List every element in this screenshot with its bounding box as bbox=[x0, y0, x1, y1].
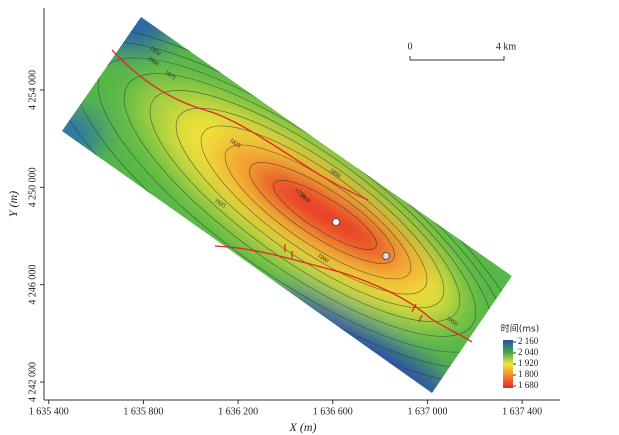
contour-label: 1750 bbox=[293, 188, 306, 200]
scale-end: 4 km bbox=[496, 41, 517, 52]
colorbar-tick-label: 1 920 bbox=[518, 358, 539, 368]
colorbar-title: 时间(ms) bbox=[501, 323, 539, 335]
x-tick-label: 1 635 400 bbox=[29, 406, 69, 417]
x-tick-label: 1 635 800 bbox=[123, 406, 163, 417]
x-tick-label: 1 636 200 bbox=[218, 406, 258, 417]
y-tick-label: 4 254 000 bbox=[27, 70, 38, 110]
time-surface bbox=[62, 17, 512, 393]
x-tick-label: 1 636 600 bbox=[313, 406, 353, 417]
contour-label: 1950 bbox=[148, 46, 161, 58]
colorbar-tick-label: 1 800 bbox=[518, 369, 539, 379]
contour-label: 1925 bbox=[213, 198, 226, 210]
axes bbox=[43, 8, 560, 401]
contour-label: 1875 bbox=[163, 70, 176, 82]
contour-label: 1800 bbox=[298, 193, 311, 205]
scale-start: 0 bbox=[408, 41, 413, 52]
scale-bar: 0 4 km bbox=[408, 41, 517, 61]
x-tick-label: 1 637 400 bbox=[502, 406, 542, 417]
contour-label: 1825 bbox=[228, 138, 241, 150]
faults bbox=[111, 49, 473, 343]
y-tick-label: 4 250 000 bbox=[27, 167, 38, 207]
contour-label: 1850 bbox=[328, 168, 341, 180]
colorbar-tick-label: 2 160 bbox=[518, 336, 539, 346]
y-axis-label: Y (m) bbox=[6, 191, 20, 217]
x-tick-label: 1 637 000 bbox=[407, 406, 447, 417]
colorbar-tick-label: 1 680 bbox=[518, 380, 539, 390]
y-tick-label: 4 242 000 bbox=[27, 362, 38, 402]
wells bbox=[332, 218, 390, 260]
colorbar bbox=[503, 340, 513, 388]
contour-label: 1900 bbox=[316, 253, 329, 265]
y-tick-label: 4 246 000 bbox=[27, 265, 38, 305]
colorbar-tick-label: 2 040 bbox=[518, 347, 539, 357]
contour-label: 2000 bbox=[146, 56, 159, 68]
x-axis-label: X (m) bbox=[289, 420, 317, 434]
contour-label: 1850 bbox=[445, 316, 458, 328]
